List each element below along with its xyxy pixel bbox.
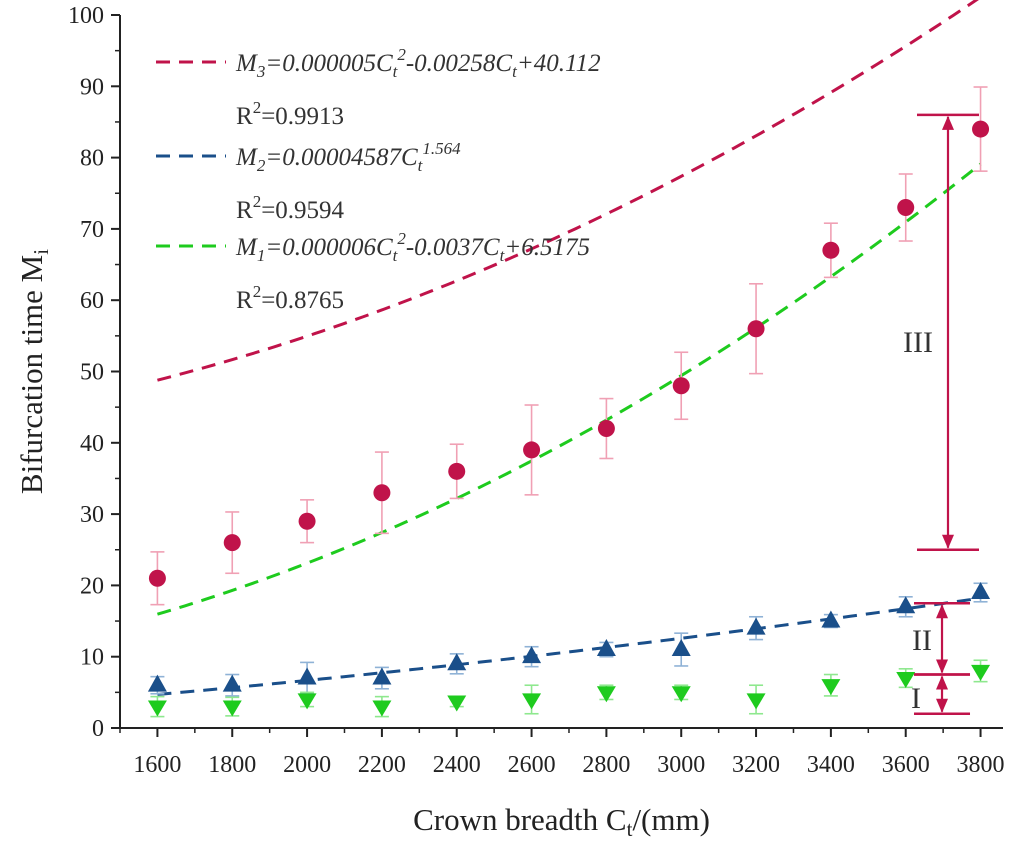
y-axis-title: Bifurcation time Mi: [14, 249, 53, 494]
data-points: [147, 120, 991, 717]
arrow-head: [936, 659, 949, 674]
x-tick-label: 3600: [882, 752, 930, 778]
point-M1: [297, 693, 317, 710]
fit-curve-M2: [157, 596, 981, 696]
point-M2: [372, 667, 392, 685]
x-tick-label: 2800: [582, 752, 630, 778]
x-tick-label: 2200: [358, 752, 406, 778]
point-M2: [297, 667, 317, 685]
point-M1: [522, 693, 542, 710]
x-tick-label: 2400: [433, 752, 481, 778]
x-tick-label: 3200: [732, 752, 780, 778]
arrow-head: [936, 604, 949, 619]
point-M2: [447, 653, 467, 671]
point-M2: [596, 639, 616, 657]
point-M3: [223, 534, 241, 552]
legend-r2-M2: R2=0.9594: [236, 192, 345, 224]
point-M2: [147, 674, 167, 692]
arrow-head: [941, 115, 954, 130]
legend-equation-M3: M3=0.000005Ct2-0.00258Ct+40.112: [235, 45, 601, 81]
point-M3: [148, 569, 166, 587]
point-M1: [147, 700, 167, 717]
point-M3: [448, 462, 466, 480]
point-M1: [821, 679, 841, 696]
point-M1: [671, 686, 691, 703]
y-tick-label: 0: [92, 716, 104, 742]
point-M2: [896, 596, 916, 614]
arrow-head: [941, 534, 954, 549]
y-tick-label: 50: [80, 360, 104, 386]
arrow-head: [936, 675, 949, 690]
y-tick-label: 100: [68, 3, 104, 29]
point-M3: [298, 512, 316, 530]
point-M1: [372, 700, 392, 717]
y-tick-label: 70: [80, 217, 104, 243]
point-M3: [523, 441, 541, 459]
legend-equation-M1: M1=0.000006Ct2-0.0037Ct+6.5175: [235, 229, 590, 265]
arrow-head: [936, 698, 949, 713]
fit-curve-M3: [157, 0, 979, 382]
y-tick-label: 40: [80, 431, 104, 457]
point-M1: [746, 693, 766, 710]
legend-equation-M2: M2=0.00004587Ct1.564: [235, 139, 461, 175]
fit-curve-M1: [156, 162, 982, 616]
legend-r2-M3: R2=0.9913: [236, 98, 344, 130]
point-M3: [747, 320, 765, 338]
x-tick-label: 2000: [283, 752, 331, 778]
point-M3: [822, 241, 840, 259]
legend-entry-M1: M1=0.000006Ct2-0.0037Ct+6.5175 R2=0.8765: [156, 229, 590, 314]
y-tick-label: 30: [80, 502, 104, 528]
x-tick-label: 3800: [957, 752, 1005, 778]
point-M2: [746, 617, 766, 635]
point-M1: [596, 686, 616, 703]
point-M1: [222, 700, 242, 717]
y-tick-label: 60: [80, 288, 104, 314]
point-M2: [971, 581, 991, 599]
x-tick-label: 3000: [657, 752, 705, 778]
point-M1: [971, 664, 991, 681]
point-M3: [597, 420, 615, 438]
axes: 0 10 20 30 40 50 60 70 80 90 100 1600 1800 2000 2200 24…: [14, 3, 1005, 841]
point-M2: [821, 610, 841, 628]
legend-r2-M1: R2=0.8765: [236, 282, 344, 314]
point-M2: [222, 674, 242, 692]
point-M1: [447, 695, 467, 712]
point-M2: [522, 646, 542, 664]
legend-entry-M3: M3=0.000005Ct2-0.00258Ct+40.112 R2=0.9913: [156, 45, 601, 130]
region-label-II: II: [912, 624, 932, 657]
region-I: I: [911, 673, 971, 715]
x-tick-label: 1600: [133, 752, 181, 778]
legend: M3=0.000005Ct2-0.00258Ct+40.112 R2=0.9913…: [156, 45, 601, 314]
x-tick-label: 3400: [807, 752, 855, 778]
x-tick-label: 1800: [208, 752, 256, 778]
y-tick-label: 80: [80, 146, 104, 172]
y-tick-label: 20: [80, 573, 104, 599]
point-M3: [897, 199, 915, 217]
region-II: II: [912, 601, 971, 676]
legend-entry-M2: M2=0.00004587Ct1.564 R2=0.9594: [156, 139, 461, 224]
point-M3: [373, 484, 391, 502]
point-M2: [671, 639, 691, 657]
region-label-III: III: [903, 326, 933, 359]
region-III: III: [903, 113, 979, 551]
x-tick-label: 2600: [508, 752, 556, 778]
point-M3: [972, 120, 990, 138]
y-tick-label: 10: [80, 645, 104, 671]
region-label-I: I: [911, 682, 921, 715]
x-axis-title: Crown breadth Ct/(mm): [413, 802, 710, 841]
point-M1: [896, 672, 916, 689]
fit-curves: [156, 0, 982, 696]
y-tick-label: 90: [80, 74, 104, 100]
point-M3: [672, 377, 690, 395]
